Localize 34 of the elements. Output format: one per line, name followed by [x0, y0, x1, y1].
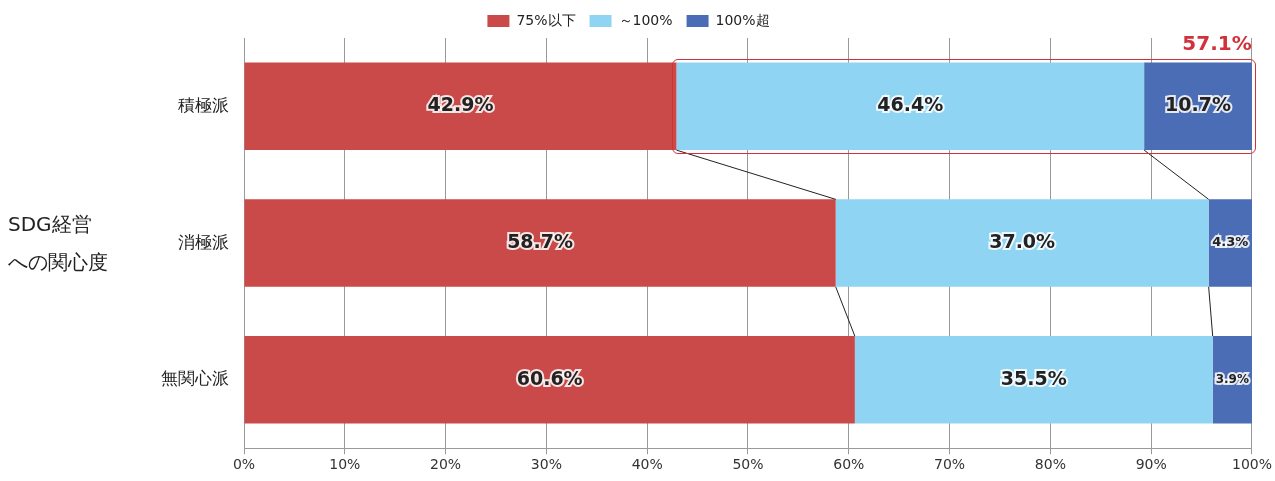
y-tick-label: 積極派 [178, 94, 229, 115]
bar [676, 62, 1145, 151]
x-tick-label: 20% [430, 456, 462, 473]
data-label: 35.5% [1000, 366, 1067, 389]
bar [854, 336, 1213, 424]
data-label: 42.9% [427, 93, 494, 116]
data-label: 3.9% [1215, 371, 1249, 386]
data-label: 37.0% [989, 230, 1056, 253]
x-tick-label: 80% [1034, 456, 1066, 473]
legend-label: 100%超 [715, 11, 770, 28]
x-tick-label: 70% [934, 456, 966, 473]
data-label: 10.7% [1165, 93, 1232, 116]
data-label: 58.7% [507, 230, 574, 253]
bar [244, 62, 677, 151]
x-tick-label: 100% [1231, 456, 1272, 473]
x-tick-label: 90% [1135, 456, 1167, 473]
y-axis-title: SDG経営への関心度 [8, 212, 108, 275]
x-tick-label: 30% [530, 456, 562, 473]
y-tick-label: 消極派 [178, 231, 229, 252]
y-tick-label: 無関心派 [161, 368, 229, 389]
x-tick-label: 50% [732, 456, 764, 473]
annotation: 57.1% [1182, 30, 1252, 55]
x-tick-label: 40% [631, 456, 663, 473]
data-label: 60.6% [516, 366, 583, 389]
bar [835, 199, 1209, 287]
legend-label: ～100% [618, 11, 673, 28]
data-label: 4.3% [1212, 234, 1249, 250]
bar [244, 199, 836, 287]
x-tick-label: 10% [329, 456, 361, 473]
legend-label: 75%以下 [516, 11, 576, 28]
x-tick-label: 0% [232, 456, 256, 473]
bar [244, 336, 855, 424]
x-tick-label: 60% [833, 456, 865, 473]
data-label: 46.4% [877, 93, 944, 116]
